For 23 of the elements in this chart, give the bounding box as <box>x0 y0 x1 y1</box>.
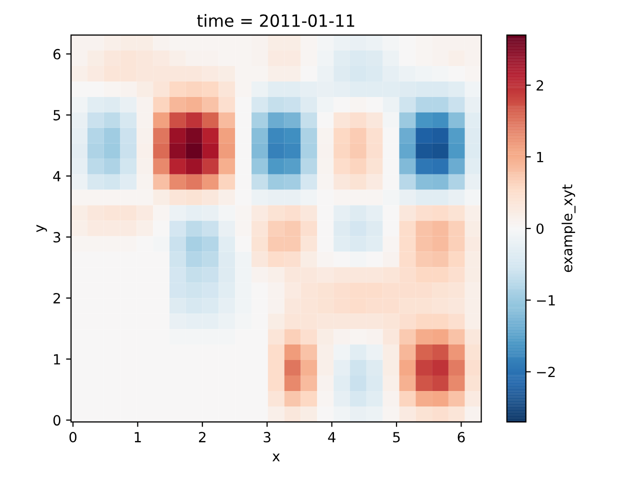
y-tick-label: 4 <box>53 171 61 182</box>
x-tick-label: 5 <box>393 432 400 442</box>
x-tick-label: 4 <box>328 432 336 442</box>
x-tick-label: 6 <box>458 432 465 442</box>
color-bar-label: −2 <box>537 366 555 378</box>
y-tick-label: 3 <box>54 232 60 242</box>
x-tick-label: 2 <box>198 432 206 442</box>
color-bar-label: 1 <box>537 152 544 162</box>
x-axis-title: x <box>272 454 280 462</box>
y-tick-label: 6 <box>53 48 60 60</box>
y-tick-label: 1 <box>54 354 60 364</box>
x-tick-label: 1 <box>134 432 141 442</box>
color-bar-label: 0 <box>536 223 544 234</box>
color-bar-title: example_xyt <box>562 184 576 272</box>
y-tick-label: 2 <box>54 293 60 304</box>
x-tick-label: 3 <box>264 432 270 442</box>
color-bar-label: −1 <box>537 295 555 306</box>
y-axis-title: y <box>36 224 47 232</box>
color-bar-label: 2 <box>536 80 544 90</box>
y-tick-label: 0 <box>53 415 60 426</box>
chart-title: time = 2011-01-11 <box>197 14 354 27</box>
x-tick-label: 0 <box>69 432 76 442</box>
y-tick-label: 5 <box>54 110 60 120</box>
